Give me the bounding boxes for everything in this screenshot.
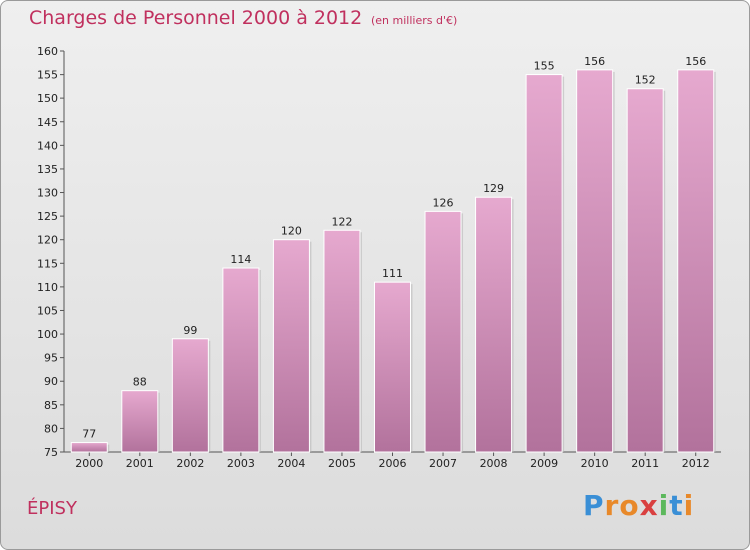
- logo-letter: P: [583, 489, 605, 522]
- bar: [424, 210, 462, 453]
- logo-letter: x: [639, 489, 659, 522]
- bar: [475, 196, 513, 453]
- y-tick-label: 120: [37, 234, 58, 247]
- y-tick-label: 85: [44, 399, 58, 412]
- x-tick-label: 2007: [429, 457, 457, 470]
- bar: [323, 229, 361, 453]
- bars: [70, 69, 716, 453]
- bar-value-label: 99: [183, 324, 197, 337]
- y-tick-label: 100: [37, 328, 58, 341]
- bar: [374, 281, 411, 453]
- bar: [626, 88, 664, 453]
- y-tick-label: 160: [37, 45, 58, 58]
- x-tick-label: 2000: [75, 457, 103, 470]
- y-tick-label: 105: [37, 304, 58, 317]
- bar-value-label: 77: [82, 428, 96, 441]
- bar-value-label: 129: [483, 182, 504, 195]
- x-tick-label: 2004: [277, 457, 305, 470]
- y-tick-label: 140: [37, 139, 58, 152]
- bar-value-label: 120: [281, 225, 302, 238]
- y-tick-label: 155: [37, 69, 58, 82]
- bar: [272, 239, 310, 453]
- y-tick-label: 135: [37, 163, 58, 176]
- y-tick-label: 75: [44, 446, 58, 459]
- proxiti-logo: Proxiti: [583, 489, 694, 522]
- bar: [70, 442, 108, 453]
- x-tick-label: 2010: [581, 457, 609, 470]
- bar-value-label: 122: [331, 215, 352, 228]
- logo-letter: t: [669, 489, 684, 522]
- logo-letter: r: [604, 489, 620, 522]
- y-tick-label: 145: [37, 116, 58, 129]
- value-labels: 77 88 99 114 120 122 111 126 129 155 156 152 156: [82, 55, 706, 441]
- x-tick-label: 2003: [227, 457, 255, 470]
- x-tick-label: 2012: [682, 457, 710, 470]
- chart-subtitle: (en milliers d'€): [371, 14, 458, 27]
- bar-value-label: 114: [230, 253, 251, 266]
- y-tick-label: 95: [44, 352, 58, 365]
- bar: [576, 69, 614, 453]
- bar: [677, 69, 715, 453]
- x-tick-label: 2008: [480, 457, 508, 470]
- bar-value-label: 88: [133, 376, 147, 389]
- logo-letter: i: [683, 489, 695, 522]
- bar: [171, 338, 209, 453]
- y-tick-label: 150: [37, 92, 58, 105]
- bar-value-label: 152: [635, 74, 656, 87]
- x-tick-label: 2005: [328, 457, 356, 470]
- y-tick-label: 110: [37, 281, 58, 294]
- bar-value-label: 155: [534, 60, 555, 73]
- logo-letter: o: [619, 489, 640, 522]
- bar: [525, 74, 563, 453]
- bar: [121, 390, 159, 453]
- bar-value-label: 111: [382, 267, 403, 280]
- y-tick-label: 80: [44, 422, 58, 435]
- y-tick-label: 130: [37, 187, 58, 200]
- commune-name: ÉPISY: [27, 498, 77, 519]
- bar-value-label: 156: [584, 55, 605, 68]
- logo-letter: i: [658, 489, 670, 522]
- y-tick-label: 90: [44, 375, 58, 388]
- x-tick-label: 2011: [631, 457, 659, 470]
- bar-value-label: 156: [685, 55, 706, 68]
- bar: [222, 267, 260, 453]
- chart-title: Charges de Personnel 2000 à 2012: [29, 7, 363, 29]
- y-tick-label: 125: [37, 210, 58, 223]
- x-tick-label: 2006: [379, 457, 407, 470]
- x-tick-label: 2002: [176, 457, 204, 470]
- x-tick-label: 2009: [530, 457, 558, 470]
- x-tick-label: 2001: [126, 457, 154, 470]
- y-tick-label: 115: [37, 257, 58, 270]
- bar-value-label: 126: [433, 196, 454, 209]
